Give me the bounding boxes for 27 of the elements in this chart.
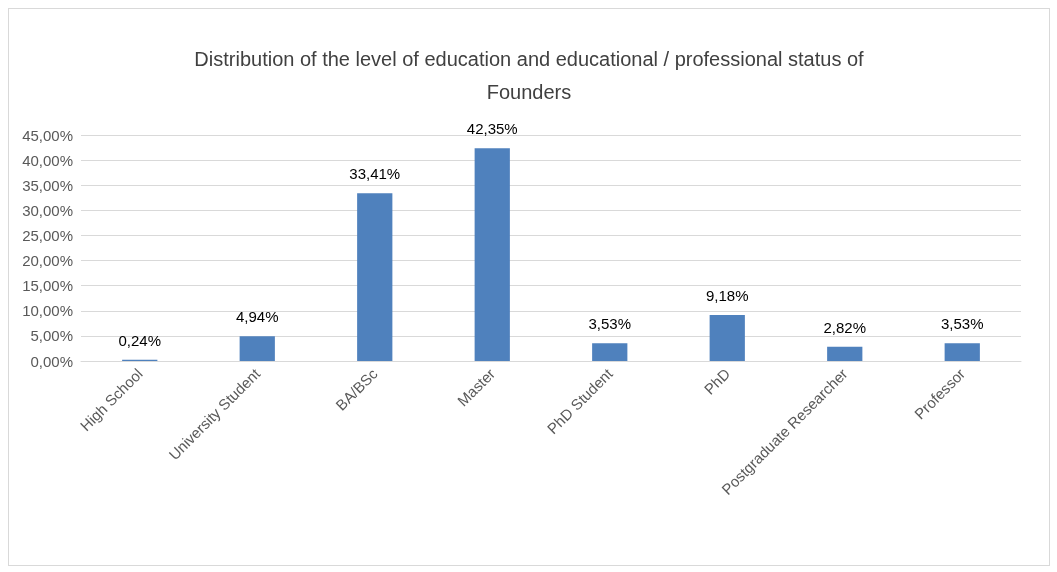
- y-tick-label: 30,00%: [22, 201, 73, 219]
- y-tick-label: 5,00%: [30, 327, 73, 345]
- chart-title: Distribution of the level of education and educational / professional status of Founders: [194, 47, 865, 103]
- data-label: 0,24%: [118, 331, 162, 349]
- y-tick-label: 25,00%: [22, 226, 73, 244]
- y-tick-label: 35,00%: [22, 176, 73, 194]
- data-label: 3,53%: [940, 315, 984, 333]
- bar: [592, 343, 628, 361]
- bar: [357, 193, 393, 361]
- y-tick-label: 45,00%: [22, 126, 73, 144]
- data-label: 33,41%: [349, 165, 401, 183]
- y-tick-label: 0,00%: [30, 352, 73, 370]
- bar: [709, 314, 745, 361]
- data-label: 2,82%: [823, 318, 867, 336]
- y-tick-label: 40,00%: [22, 151, 73, 169]
- data-label: 9,18%: [705, 286, 749, 304]
- bar: [239, 336, 275, 361]
- bar: [827, 346, 863, 361]
- data-label: 3,53%: [588, 315, 632, 333]
- y-tick-label: 10,00%: [22, 302, 73, 320]
- data-label: 42,35%: [466, 120, 518, 138]
- y-tick-label: 20,00%: [22, 252, 73, 270]
- bar: [474, 148, 510, 361]
- y-tick-label: 15,00%: [22, 277, 73, 295]
- data-label: 4,94%: [235, 308, 279, 326]
- x-tick-label: PhD: [700, 364, 734, 398]
- bar: [944, 343, 980, 361]
